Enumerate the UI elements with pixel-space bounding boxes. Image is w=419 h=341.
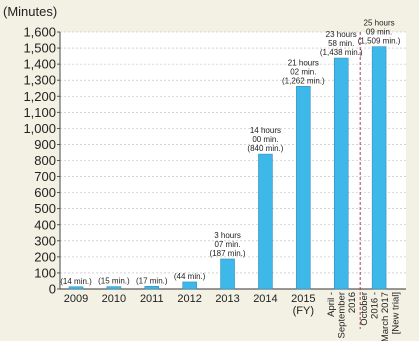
y-tick-label: 500 (34, 201, 56, 216)
bar (182, 281, 197, 290)
data-label-line: 3 hours (214, 231, 241, 240)
data-label: 21 hours 02 min. (1,262 min.) (282, 58, 325, 85)
y-tick-label: 0 (49, 282, 56, 297)
y-tick-label: 300 (34, 233, 56, 248)
y-tick-label: 800 (34, 153, 56, 168)
bar (333, 57, 349, 290)
data-label-line: 23 hours (326, 30, 357, 39)
data-label-line: (15 min.) (98, 277, 130, 286)
x-tick-label-line: September (337, 292, 348, 338)
data-label-line: 58 min. (328, 39, 354, 48)
data-label: 3 hours 07 min. (187 min.) (210, 231, 246, 258)
y-tick-label: 900 (34, 137, 56, 152)
x-tick-label: (FY) (293, 305, 314, 317)
data-label: 23 hours 58 min. (1,438 min.) (320, 30, 363, 57)
data-label: (15 min.) (98, 277, 130, 286)
data-label: 14 hours 00 min. (840 min.) (247, 126, 283, 153)
data-label-line: (1,509 min.) (358, 37, 401, 46)
data-label: (17 min.) (136, 276, 168, 285)
y-tick-label: 400 (34, 217, 56, 232)
bar (296, 86, 311, 290)
data-label-line: (1,262 min.) (282, 76, 325, 85)
data-label-line: (44 min.) (174, 272, 206, 281)
x-tick-label-rotated: April - September 2016 (326, 292, 358, 338)
data-label-line: (14 min.) (60, 277, 92, 286)
y-tick-label: 1,000 (23, 121, 56, 136)
x-tick-label: 2013 (215, 293, 239, 305)
x-tick-label: 2015 (291, 293, 315, 305)
y-tick-label: 700 (34, 169, 56, 184)
y-tick-label: 200 (34, 249, 56, 264)
x-tick-label-line: March 2017 (380, 292, 391, 341)
data-label-line: 02 min. (290, 67, 316, 76)
data-label: (44 min.) (174, 272, 206, 281)
y-axis-unit-label: (Minutes) (3, 4, 58, 19)
y-tick-label: 100 (34, 265, 56, 280)
y-tick-label: 1,200 (23, 89, 56, 104)
data-label-line: 14 hours (250, 126, 281, 135)
y-tick-label: 600 (34, 185, 56, 200)
data-label-line: 09 min. (366, 28, 392, 37)
x-tick-label: 2009 (64, 293, 88, 305)
x-tick-label-line: 2016 - (369, 292, 380, 319)
x-tick-label-rotated: October 2016 - March 2017 [New trial] (359, 292, 402, 341)
data-label-line: (1,438 min.) (320, 48, 363, 57)
data-label-line: 25 hours (364, 19, 395, 28)
bar (144, 286, 160, 290)
data-label-line: 00 min. (252, 135, 278, 144)
x-tick-label-line: 2016 (347, 292, 358, 313)
data-label-line: 07 min. (214, 240, 240, 249)
x-tick-label: 2012 (177, 293, 201, 305)
bar (258, 153, 273, 290)
y-tick-label: 1,400 (23, 57, 56, 72)
y-tick-label: 1,300 (23, 73, 56, 88)
bar (371, 46, 387, 290)
x-tick-label-line: April - (326, 292, 337, 317)
y-tick-label: 1,500 (23, 41, 56, 56)
y-tick-label: 1,100 (23, 105, 56, 120)
x-tick-label: 2010 (102, 293, 126, 305)
data-label-line: (840 min.) (247, 144, 283, 153)
bar (220, 258, 235, 290)
data-label: (14 min.) (60, 277, 92, 286)
x-tick-label-line: [New trial] (390, 292, 401, 334)
y-tick-label: 1,600 (23, 25, 56, 40)
bar (106, 286, 122, 290)
data-label-line: (187 min.) (210, 249, 246, 258)
x-tick-label: 2011 (140, 293, 164, 305)
bar (68, 286, 84, 290)
x-tick-label: 2014 (253, 293, 277, 305)
data-label: 25 hours 09 min. (1,509 min.) (358, 19, 401, 46)
x-tick-label-line: October (359, 292, 370, 326)
data-label-line: 21 hours (288, 58, 319, 67)
data-label-line: (17 min.) (136, 276, 168, 285)
